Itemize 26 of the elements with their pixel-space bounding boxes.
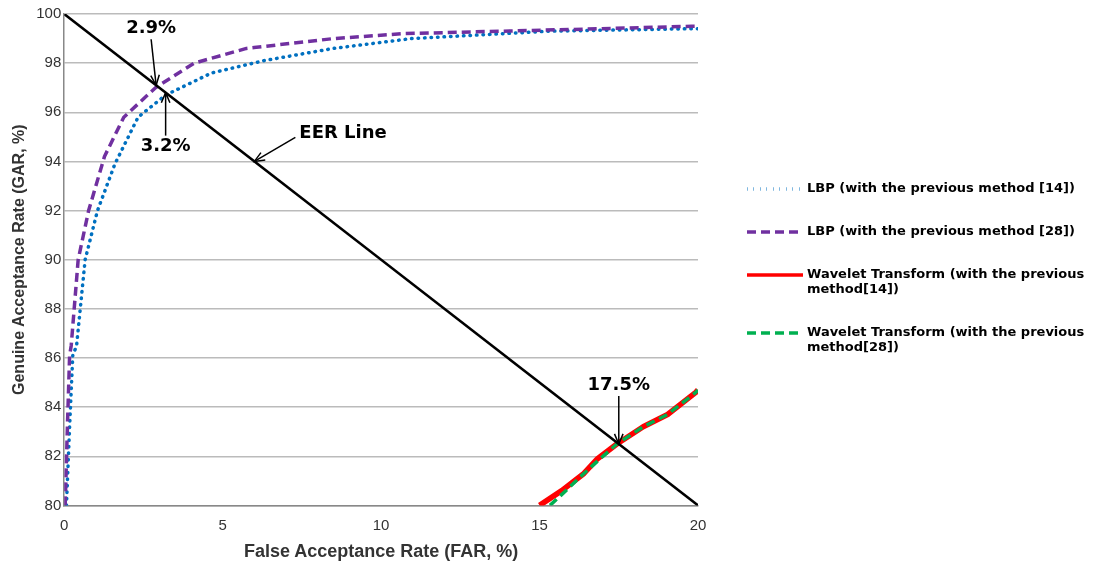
x-tick-label: 20	[689, 515, 707, 533]
x-tick-label: 15	[531, 515, 548, 533]
annotation: 2.9%	[126, 15, 177, 37]
y-tick-label: 80	[44, 495, 62, 513]
x-axis-title: False Acceptance Rate (FAR, %)	[243, 541, 519, 562]
legend-label: Wavelet Transform (with the previous method[28])	[807, 324, 1086, 354]
annotation: 3.2%	[140, 134, 191, 156]
legend-label: Wavelet Transform (with the previous method[14])	[807, 266, 1086, 296]
x-tick-label: 10	[372, 515, 390, 533]
y-tick-label: 100	[36, 4, 62, 22]
annotation: EER Line	[299, 121, 387, 143]
legend-label: LBP (with the previous method [14])	[807, 180, 1075, 195]
x-tick-label: 5	[218, 515, 227, 533]
annotation: 17.5%	[587, 372, 650, 394]
x-tick-label: 0	[60, 515, 69, 533]
y-tick-label: 96	[44, 102, 62, 120]
y-tick-label: 82	[44, 446, 62, 464]
y-axis-title: Genuine Acceptance Rate (GAR, %)	[10, 124, 28, 395]
y-tick-label: 98	[44, 53, 62, 71]
y-tick-label: 90	[44, 249, 62, 267]
y-tick-label: 92	[44, 200, 62, 218]
y-tick-label: 94	[44, 151, 62, 169]
y-tick-label: 86	[44, 348, 62, 366]
legend-label: LBP (with the previous method [28])	[807, 223, 1075, 238]
y-tick-label: 84	[44, 397, 62, 415]
y-tick-label: 88	[44, 298, 62, 316]
